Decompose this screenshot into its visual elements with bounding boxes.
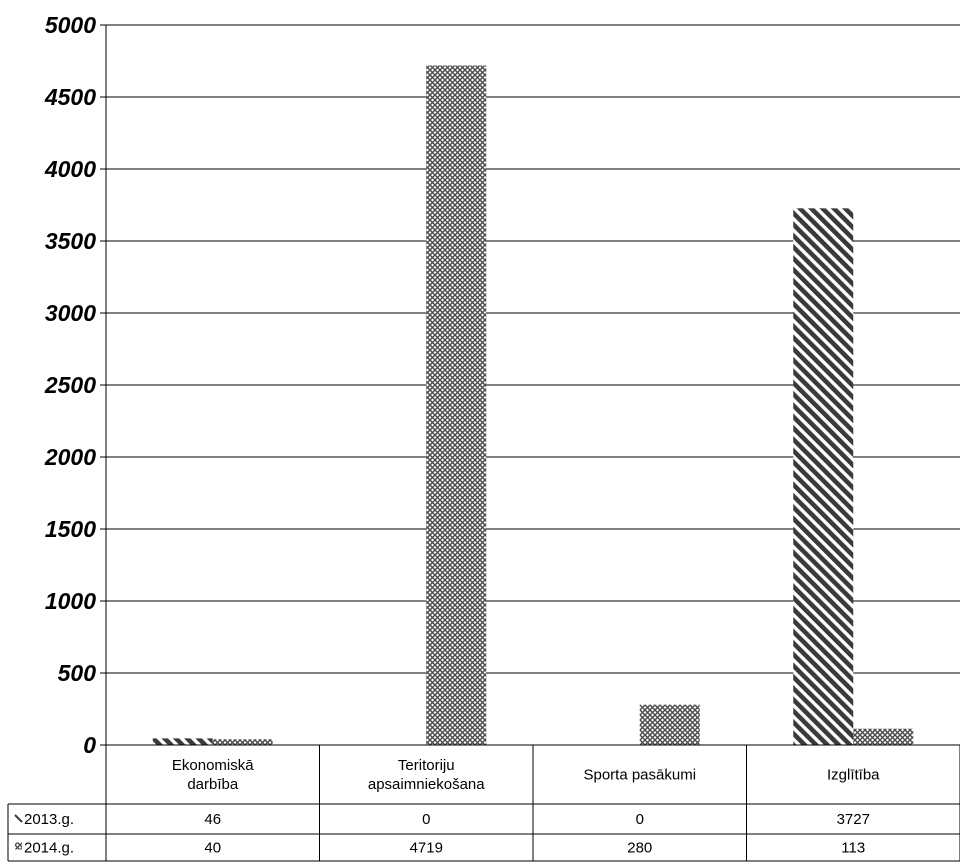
- legend-label: 2013.g.: [24, 811, 74, 828]
- table-cell-value: 4719: [410, 840, 443, 857]
- y-tick-label: 5000: [45, 12, 96, 38]
- bar-2013: [793, 208, 854, 745]
- y-tick-label: 0: [83, 732, 96, 758]
- y-tick-label: 2000: [44, 444, 96, 470]
- bar-2013: [152, 738, 213, 745]
- bar-2014: [212, 739, 273, 745]
- table-cell-value: 40: [204, 840, 221, 857]
- table-cell-value: 0: [422, 811, 430, 828]
- table-cell-value: 3727: [837, 811, 870, 828]
- bar-2014: [639, 704, 700, 745]
- y-tick-label: 500: [58, 660, 97, 686]
- y-axis-ticks: 0 500 1000 1500 2000 2500 3000 3500 4000 4500 5000: [44, 12, 96, 758]
- table-cell-value: 0: [636, 811, 644, 828]
- table-cell-value: 46: [204, 811, 221, 828]
- category-label: Izglītība: [827, 767, 880, 784]
- table-cell-value: 113: [841, 840, 865, 857]
- y-tick-label: 1000: [45, 588, 96, 614]
- legend-key-2014: [15, 842, 22, 850]
- y-tick-label: 1500: [45, 516, 96, 542]
- category-label: darbība: [187, 776, 239, 793]
- bar-2014: [853, 728, 914, 745]
- legend-label: 2014.g.: [24, 840, 74, 857]
- category-label: apsaimniekošana: [368, 776, 485, 793]
- bars: [152, 65, 914, 746]
- legend-key-cross: [15, 842, 22, 850]
- y-tick-label: 2500: [44, 372, 96, 398]
- data-table: Ekonomiskā darbība Teritoriju apsaimniekoša…: [7, 744, 960, 862]
- category-label: Sporta pasākumi: [583, 767, 696, 784]
- bar-2014: [426, 65, 487, 746]
- category-label: Teritoriju: [398, 757, 455, 774]
- y-tick-label: 3500: [45, 228, 96, 254]
- table-cell-value: 280: [627, 840, 652, 857]
- legend-key-2013: [14, 814, 23, 823]
- legend-key-stripe: [14, 814, 23, 823]
- category-label: Ekonomiskā: [172, 757, 254, 774]
- y-tick-label: 4000: [44, 156, 96, 182]
- y-tick-label: 3000: [45, 300, 96, 326]
- y-tick-label: 4500: [44, 84, 96, 110]
